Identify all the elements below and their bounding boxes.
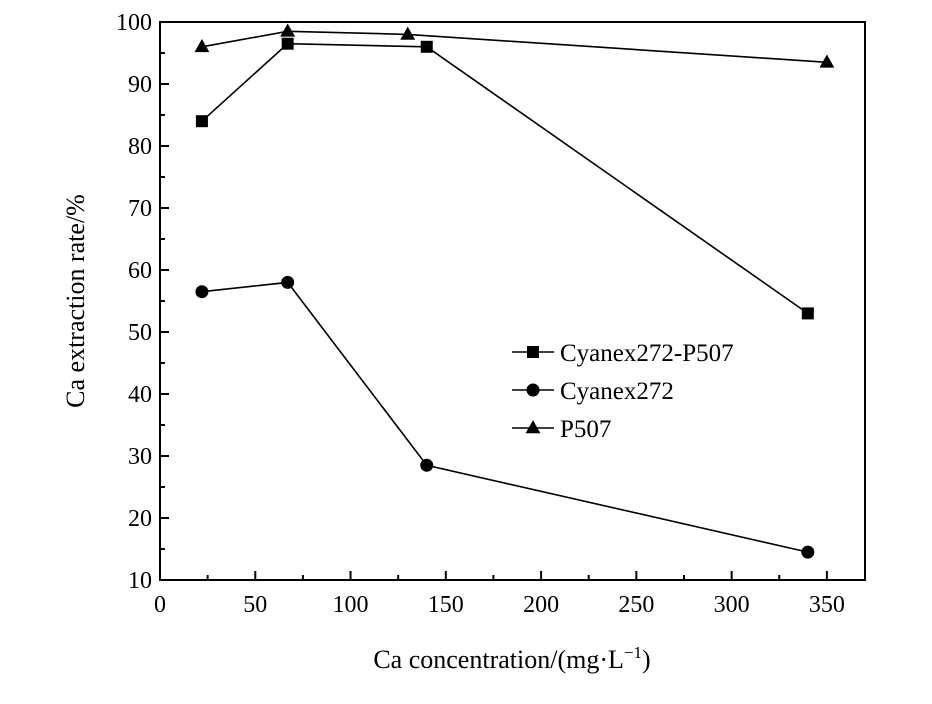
legend-marker-p507: [525, 420, 541, 434]
y-tick-label: 30: [128, 444, 152, 470]
data-point-cyanex272: [281, 275, 295, 289]
y-tick-label: 60: [128, 258, 152, 284]
legend-label: Cyanex272-P507: [560, 340, 734, 367]
legend-marker-cyanex272-p507: [527, 346, 539, 358]
legend-item-p507: P507: [512, 416, 611, 443]
legend-item-cyanex272: Cyanex272: [512, 378, 674, 405]
x-tick-label: 0: [154, 592, 166, 618]
data-point-p507: [819, 54, 835, 68]
data-point-cyanex272: [420, 458, 434, 472]
y-tick-label: 40: [128, 382, 152, 408]
legend-item-cyanex272-p507: Cyanex272-P507: [512, 340, 734, 367]
x-tick-label: 200: [523, 592, 559, 618]
legend-label: Cyanex272: [560, 378, 674, 405]
data-point-cyanex272: [801, 545, 815, 559]
data-point-p507: [400, 26, 416, 40]
series-line-cyanex272: [201, 281, 809, 553]
y-tick-label: 80: [128, 134, 152, 160]
data-point-cyanex272-p507: [195, 115, 208, 128]
y-tick-label: 70: [128, 196, 152, 222]
data-point-p507: [194, 38, 210, 53]
y-tick-label: 90: [128, 72, 152, 98]
data-point-p507: [280, 23, 296, 37]
x-tick-label: 150: [428, 592, 464, 618]
y-tick-label: 100: [116, 10, 152, 36]
y-tick-label: 10: [128, 568, 152, 594]
y-axis-title: Ca extraction rate/%: [61, 194, 90, 408]
data-point-cyanex272: [195, 285, 209, 299]
legend: Cyanex272-P507 Cyanex272 P507: [512, 340, 734, 443]
x-tick-label: 350: [809, 592, 845, 618]
data-point-cyanex272-p507: [420, 40, 433, 53]
series-line-cyanex272-p507: [201, 42, 809, 315]
data-point-cyanex272-p507: [281, 37, 294, 50]
x-tick-label: 250: [618, 592, 654, 618]
data-point-cyanex272-p507: [801, 307, 814, 320]
series-layer: [194, 23, 835, 559]
y-tick-label: 20: [128, 506, 152, 532]
x-axis: 0 50 100 150 200 250 300 350: [154, 571, 845, 618]
x-axis-title: Ca concentration/(mg·L−1): [373, 643, 650, 674]
series-cyanex272: [195, 275, 815, 559]
x-tick-label: 100: [333, 592, 369, 618]
legend-marker-cyanex272: [526, 383, 540, 397]
series-cyanex272-p507: [195, 37, 814, 320]
x-tick-label: 50: [243, 592, 267, 618]
legend-label: P507: [560, 416, 611, 443]
x-tick-label: 300: [714, 592, 750, 618]
plot-area: [159, 21, 866, 581]
series-p507: [194, 23, 835, 68]
y-tick-label: 50: [128, 320, 152, 346]
series-line-p507: [201, 30, 827, 64]
y-axis: 10 20 30 40 50 60 70 80 90 100: [116, 10, 169, 594]
